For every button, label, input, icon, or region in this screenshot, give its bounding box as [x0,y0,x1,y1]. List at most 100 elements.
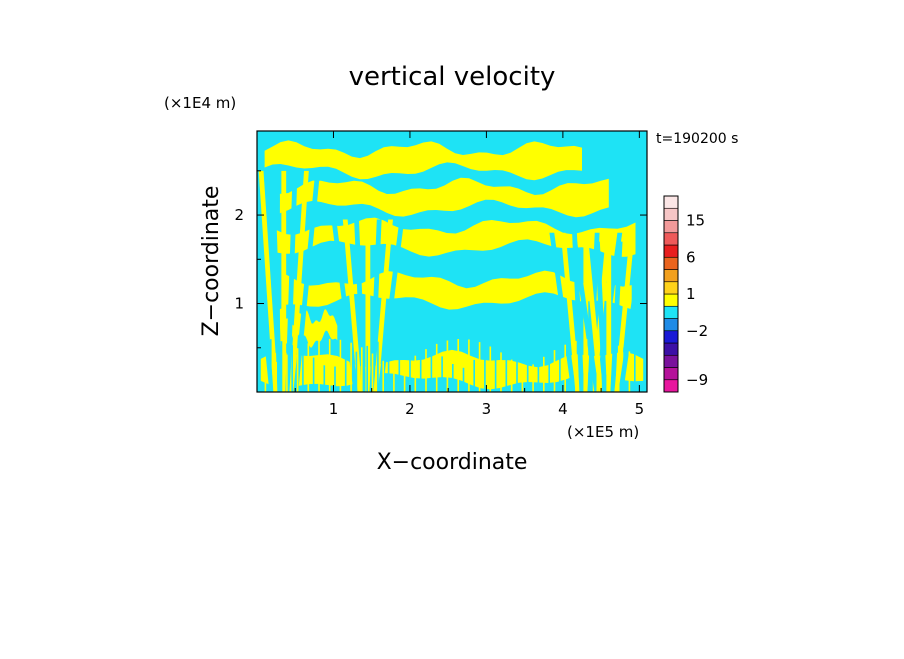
field-streak [414,355,417,392]
field-streak [468,339,470,392]
field-streak [435,343,438,392]
colorbar-segment [663,269,679,283]
field-band [279,177,609,218]
y-unit-label: (×1E4 m) [164,94,236,112]
field-streak [462,367,465,392]
colorbar-segment [663,293,679,307]
field-streak [361,347,363,392]
colorbar-segment [663,330,679,344]
field-streak [382,360,384,392]
colorbar-segment [663,220,679,234]
colorbar-segment [663,207,679,221]
field-streak [500,352,502,392]
colorbar-segment [663,379,679,393]
field-streak [601,361,604,392]
field-streak [521,367,524,392]
field-streak [264,369,267,392]
field-streak [291,345,293,392]
field-streak [312,357,315,392]
colorbar-segment [663,354,679,368]
field-streak [393,368,395,392]
colorbar-segment [663,281,679,295]
field-plume-streak [285,170,298,392]
field-streak [516,339,518,392]
field-streak [387,339,390,392]
field-band [264,140,582,181]
field-streak [302,350,304,392]
field-plume-streak [572,241,600,392]
field-plume-streak [595,241,608,392]
chart-title: vertical velocity [349,62,556,92]
field-plume-streak [258,170,279,392]
field-streak [526,339,529,392]
colorbar-segment [663,367,679,381]
x-tick-label: 1 [329,400,339,418]
field-streak [543,356,545,392]
field-streak [596,339,599,392]
field-streak [559,348,561,392]
field-streak [452,364,454,392]
field-plume-streak [377,219,405,392]
field-streak [457,339,459,392]
colorbar-label: −2 [686,322,708,340]
field-streak [634,342,636,392]
field-plume-streak [583,241,604,392]
field-streak [409,340,411,392]
field-plume-streak [549,232,577,392]
colorbar-label: 1 [686,285,696,303]
x-tick-label: 4 [558,400,568,418]
field-streak [419,344,422,392]
field-streak [323,365,326,392]
field-streak [328,338,331,392]
field-plume-streak [342,219,363,392]
field-streak [548,343,550,392]
time-label: t=190200 s [656,131,738,147]
field-streak [564,344,566,392]
field-streak [569,355,572,392]
field-streak [580,362,583,392]
x-unit-label: (×1E5 m) [567,423,639,441]
y-tick-label: 1 [234,295,244,313]
field-streak [617,345,620,392]
colorbar-segment [663,195,679,209]
colorbar-segment [663,256,679,270]
field-streak [532,364,534,392]
x-axis-title: X−coordinate [377,450,528,475]
field-streak [478,342,481,392]
field-band [279,308,338,348]
field-streak [446,340,449,392]
velocity-field [257,131,647,392]
field-streak [286,354,288,392]
colorbar-segment [663,318,679,332]
field-plume-streak [369,219,382,392]
colorbar-label: 15 [686,212,705,230]
field-streak [623,347,625,392]
field-streak [350,342,352,392]
field-streak [334,366,336,392]
y-axis: 12 [234,170,647,349]
field-streak [612,353,615,392]
field-streak [344,358,347,392]
field-streak [575,340,577,392]
field-streak [628,351,631,392]
field-streak [430,349,433,392]
field-streak [270,339,272,392]
field-streak [425,349,427,392]
field-streak [473,359,475,392]
field-streak [280,341,283,392]
x-axis: 1 2 3 4 5 [294,131,645,418]
x-tick-label: 3 [482,400,492,418]
field-plume-streak [618,241,646,392]
field-streak [403,363,406,392]
field-streak [537,340,540,392]
colorbar: 15 6 1 −2 −9 [663,195,708,393]
field-streak [355,351,358,392]
field-streak [489,346,492,392]
x-tick-label: 5 [635,400,645,418]
field-streak [494,346,497,392]
field-streak [296,348,299,392]
colorbar-label: 6 [686,248,696,266]
field-streak [398,339,401,392]
